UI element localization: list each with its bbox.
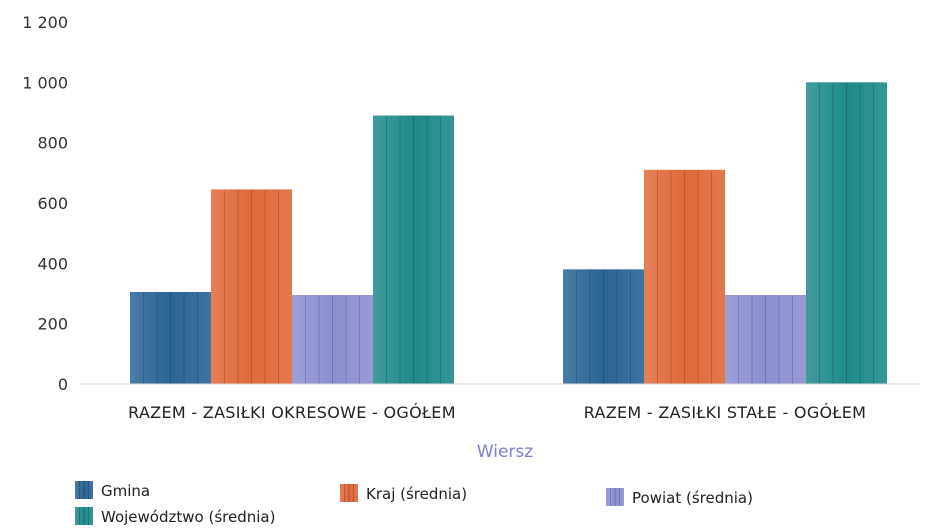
legend-label: Gmina	[101, 482, 150, 500]
legend-item: Województwo (średnia)	[75, 507, 275, 526]
y-tick-label: 1 000	[22, 73, 68, 92]
legend-swatch	[606, 488, 624, 506]
bar-powiat-rednia-1	[292, 295, 373, 384]
bar-kraj-rednia-1	[211, 189, 292, 384]
bars	[130, 82, 887, 385]
legend-label: Kraj (średnia)	[366, 485, 467, 503]
y-tick-label: 200	[37, 315, 68, 334]
x-axis-label: Wiersz	[477, 442, 533, 462]
x-category-label: RAZEM - ZASIŁKI OKRESOWE - OGÓŁEM	[128, 403, 456, 422]
legend-item: Powiat (średnia)	[606, 488, 753, 507]
y-tick-label: 1 200	[22, 13, 68, 32]
x-category-label: RAZEM - ZASIŁKI STAŁE - OGÓŁEM	[584, 403, 866, 422]
bar-kraj-rednia-2	[644, 169, 725, 384]
bar-gmina-2	[563, 269, 644, 384]
legend-item: Kraj (średnia)	[340, 484, 467, 503]
bar-gmina-1	[130, 291, 211, 384]
y-tick-label: 800	[37, 134, 68, 153]
y-axis: 0 200 400 600 800 1 000 1 200	[22, 13, 68, 394]
x-axis: RAZEM - ZASIŁKI OKRESOWE - OGÓŁEM RAZEM -…	[80, 383, 920, 422]
legend-label: Powiat (średnia)	[632, 489, 753, 507]
legend-label: Województwo (średnia)	[101, 508, 275, 526]
bar-wojew-dztwo-rednia-1	[373, 115, 454, 385]
legend: Gmina Kraj (średnia) Powiat (średnia) Wojew…	[75, 481, 753, 526]
bar-powiat-rednia-2	[725, 295, 806, 384]
y-tick-label: 600	[37, 194, 68, 213]
y-tick-label: 400	[37, 254, 68, 273]
y-tick-label: 0	[58, 375, 68, 394]
legend-item: Gmina	[75, 481, 150, 500]
legend-swatch	[75, 507, 93, 525]
legend-swatch	[75, 481, 93, 499]
bar-wojew-dztwo-rednia-2	[806, 82, 887, 384]
legend-swatch	[340, 484, 358, 502]
